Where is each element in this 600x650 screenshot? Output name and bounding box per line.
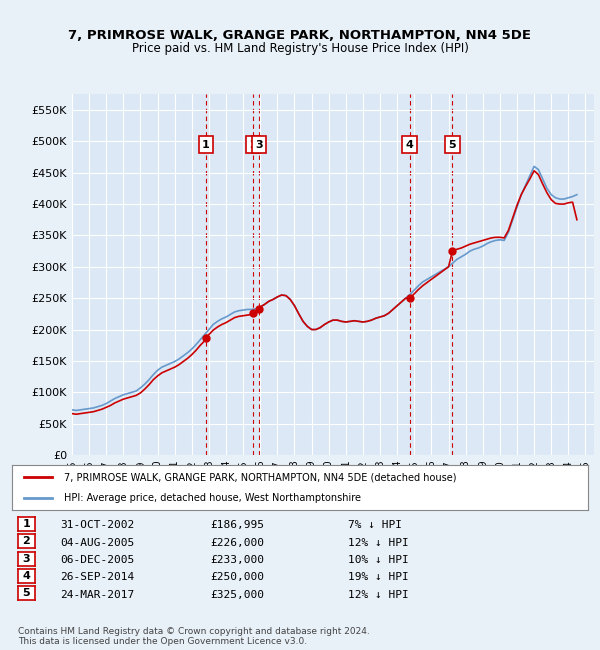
Text: 5: 5 (449, 140, 456, 150)
Text: 3: 3 (255, 140, 263, 150)
Text: £233,000: £233,000 (210, 555, 264, 565)
Text: £226,000: £226,000 (210, 538, 264, 548)
Text: £325,000: £325,000 (210, 590, 264, 600)
Text: 10% ↓ HPI: 10% ↓ HPI (348, 555, 409, 565)
Text: 19% ↓ HPI: 19% ↓ HPI (348, 573, 409, 582)
Text: 1: 1 (23, 519, 30, 529)
Text: 24-MAR-2017: 24-MAR-2017 (60, 590, 134, 600)
Text: 06-DEC-2005: 06-DEC-2005 (60, 555, 134, 565)
Text: 04-AUG-2005: 04-AUG-2005 (60, 538, 134, 548)
Text: 12% ↓ HPI: 12% ↓ HPI (348, 590, 409, 600)
Text: 3: 3 (23, 554, 30, 564)
Text: 31-OCT-2002: 31-OCT-2002 (60, 521, 134, 530)
Text: 12% ↓ HPI: 12% ↓ HPI (348, 538, 409, 548)
Text: 26-SEP-2014: 26-SEP-2014 (60, 573, 134, 582)
Text: Price paid vs. HM Land Registry's House Price Index (HPI): Price paid vs. HM Land Registry's House … (131, 42, 469, 55)
Text: £250,000: £250,000 (210, 573, 264, 582)
Text: 7, PRIMROSE WALK, GRANGE PARK, NORTHAMPTON, NN4 5DE (detached house): 7, PRIMROSE WALK, GRANGE PARK, NORTHAMPT… (64, 473, 457, 482)
Text: Contains HM Land Registry data © Crown copyright and database right 2024.: Contains HM Land Registry data © Crown c… (18, 627, 370, 636)
Text: HPI: Average price, detached house, West Northamptonshire: HPI: Average price, detached house, West… (64, 493, 361, 502)
Text: 7% ↓ HPI: 7% ↓ HPI (348, 521, 402, 530)
Text: 7, PRIMROSE WALK, GRANGE PARK, NORTHAMPTON, NN4 5DE: 7, PRIMROSE WALK, GRANGE PARK, NORTHAMPT… (68, 29, 532, 42)
Text: 4: 4 (406, 140, 413, 150)
Text: 5: 5 (23, 588, 30, 598)
Text: This data is licensed under the Open Government Licence v3.0.: This data is licensed under the Open Gov… (18, 637, 307, 646)
Text: 2: 2 (23, 536, 30, 546)
Text: 1: 1 (202, 140, 210, 150)
Text: 4: 4 (22, 571, 31, 581)
Text: £186,995: £186,995 (210, 521, 264, 530)
Text: 2: 2 (250, 140, 257, 150)
